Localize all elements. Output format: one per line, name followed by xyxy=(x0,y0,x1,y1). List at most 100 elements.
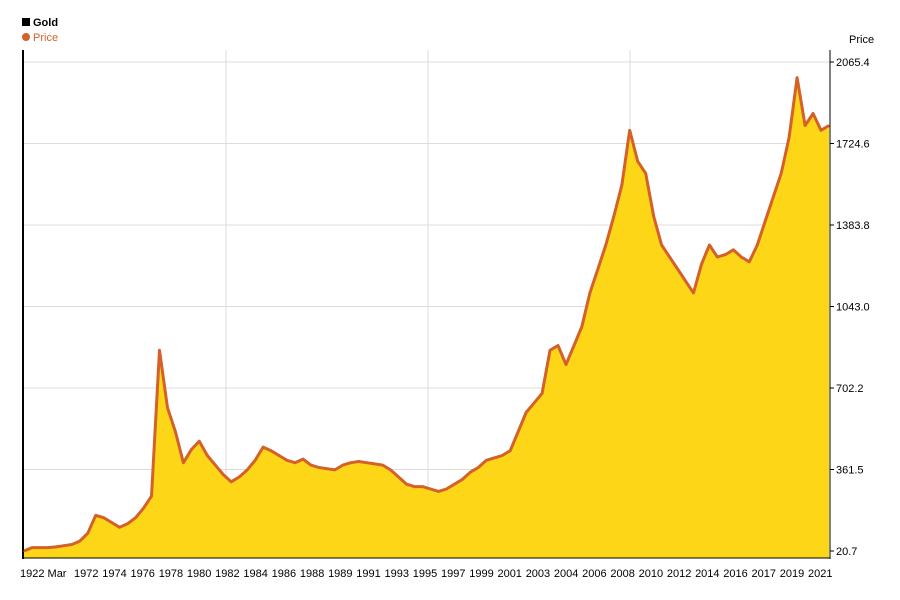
data-point xyxy=(652,215,655,218)
legend-series: Price xyxy=(22,32,58,45)
y-tick-label: 1043.0 xyxy=(836,302,870,314)
data-point xyxy=(342,464,344,466)
x-tick-label: 1974 xyxy=(102,568,126,580)
legend-series-swatch xyxy=(22,33,30,41)
data-point xyxy=(381,464,384,466)
data-point xyxy=(589,292,591,294)
data-point xyxy=(565,363,567,366)
data-point xyxy=(788,136,790,139)
data-point xyxy=(294,461,296,464)
data-point xyxy=(39,546,41,549)
data-point xyxy=(214,464,217,466)
data-point xyxy=(262,446,264,448)
x-tick-label: 2017 xyxy=(752,568,776,580)
data-point xyxy=(517,430,519,433)
x-tick-label: 1988 xyxy=(300,568,324,580)
data-point xyxy=(246,469,248,471)
data-point xyxy=(389,469,392,471)
data-point xyxy=(373,463,376,465)
data-point xyxy=(621,184,623,187)
data-point xyxy=(358,460,360,463)
x-tick-label: 1991 xyxy=(356,568,380,580)
data-point xyxy=(166,406,169,409)
data-point xyxy=(182,461,185,464)
data-point xyxy=(174,430,177,433)
data-point xyxy=(150,495,153,498)
x-tick-label: 2014 xyxy=(695,568,719,580)
data-point xyxy=(549,349,551,352)
data-point xyxy=(134,516,137,519)
data-point xyxy=(254,459,256,462)
price-area xyxy=(24,77,829,558)
data-point xyxy=(87,532,89,534)
x-tick-label: 1978 xyxy=(159,568,183,580)
data-point xyxy=(206,454,209,457)
x-tick-label: 1999 xyxy=(469,568,493,580)
data-point xyxy=(453,483,456,486)
x-tick-label: 2019 xyxy=(780,568,804,580)
data-point xyxy=(437,490,440,493)
data-point xyxy=(142,507,145,509)
data-point xyxy=(429,488,432,490)
x-tick-label: 2008 xyxy=(610,568,634,580)
data-point xyxy=(238,476,240,478)
x-tick-label: 1972 xyxy=(74,568,98,580)
data-point xyxy=(740,256,743,258)
x-tick-label: 2003 xyxy=(526,568,550,580)
x-tick-label: 2004 xyxy=(554,568,578,580)
data-point xyxy=(326,467,328,470)
y-tick-label: 20.7 xyxy=(836,546,857,558)
data-point xyxy=(198,440,201,443)
data-point xyxy=(541,392,543,395)
data-point xyxy=(756,244,759,246)
data-point xyxy=(397,476,400,478)
x-tick-label: 2012 xyxy=(667,568,691,580)
x-tick-label: 1989 xyxy=(328,568,352,580)
data-point xyxy=(270,449,272,452)
data-point xyxy=(628,129,631,132)
data-points xyxy=(23,76,830,552)
data-point xyxy=(477,466,480,469)
data-point xyxy=(772,196,774,198)
data-point xyxy=(110,521,113,524)
data-point xyxy=(47,546,49,549)
data-point xyxy=(581,325,583,328)
data-point xyxy=(684,280,687,282)
data-point xyxy=(310,464,312,466)
x-tick-labels: 1922 Mar 1972 1974 1976 1978 1980 1982 1984 1986… xyxy=(20,568,832,580)
x-tick-label: 1986 xyxy=(272,568,296,580)
data-point xyxy=(812,112,814,115)
x-tick-label: 1922 Mar xyxy=(20,568,67,580)
data-point xyxy=(445,488,448,490)
data-point xyxy=(63,544,65,547)
data-point xyxy=(748,261,751,263)
data-point xyxy=(692,292,695,294)
data-point xyxy=(365,461,368,464)
legend-title-swatch xyxy=(22,18,30,26)
data-point xyxy=(102,516,105,519)
x-tick-label: 1984 xyxy=(243,568,267,580)
data-point xyxy=(469,471,472,474)
data-point xyxy=(644,172,647,175)
data-point xyxy=(613,215,615,218)
data-point xyxy=(79,540,81,542)
data-point xyxy=(605,244,607,246)
data-point xyxy=(509,449,512,452)
data-point xyxy=(413,485,416,488)
y-tick-labels: 20.7 361.5 702.2 1043.0 1383.8 1724.6 2065.4 xyxy=(830,57,870,558)
data-point xyxy=(573,344,575,347)
data-point xyxy=(804,124,806,127)
x-tick-label: 2010 xyxy=(639,568,663,580)
data-point xyxy=(190,448,193,451)
data-point xyxy=(94,514,97,517)
x-tick-label: 2016 xyxy=(723,568,747,580)
data-point xyxy=(732,249,735,251)
data-point xyxy=(461,478,464,481)
data-point xyxy=(405,483,408,486)
data-point xyxy=(525,411,527,414)
data-point xyxy=(796,76,798,79)
x-tick-label: 1982 xyxy=(215,568,239,580)
x-tick-label: 1980 xyxy=(187,568,211,580)
data-point xyxy=(828,124,830,127)
